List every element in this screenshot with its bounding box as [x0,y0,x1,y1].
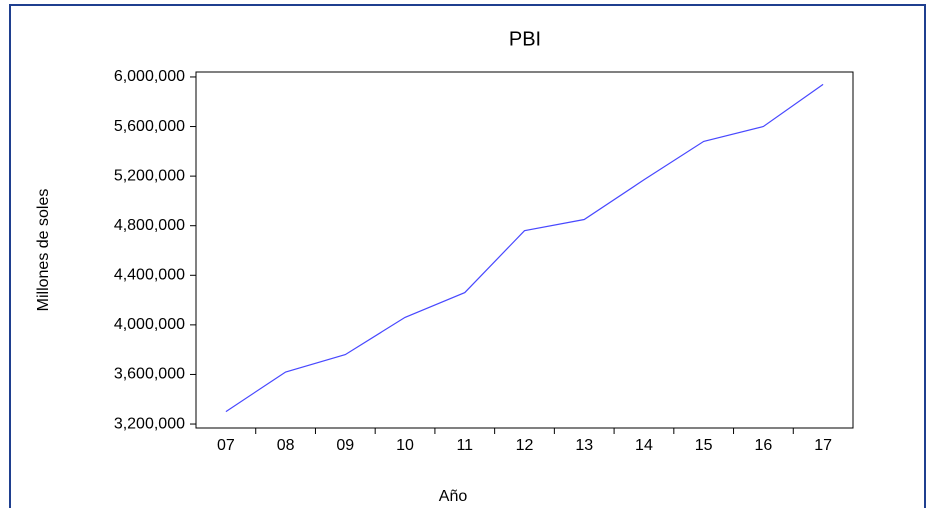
y-tick-label: 3,200,000 [114,415,185,432]
x-tick-label: 14 [635,437,653,454]
x-tick-label: 07 [217,437,235,454]
y-tick-label: 4,800,000 [114,217,185,234]
x-tick-label: 16 [755,437,773,454]
y-tick-label: 5,600,000 [114,118,185,135]
x-tick-label: 12 [516,437,534,454]
y-tick-label: 4,000,000 [114,316,185,333]
plot-area [195,71,854,429]
y-tick-label: 4,400,000 [114,267,185,284]
y-tick-label: 3,600,000 [114,366,185,383]
data-line [225,83,824,413]
x-tick-label: 10 [396,437,414,454]
x-tick-label: 08 [277,437,295,454]
x-tick-label: 13 [575,437,593,454]
x-tick-label: 09 [336,437,354,454]
x-tick-label: 11 [456,437,473,454]
x-tick-label: 15 [695,437,713,454]
chart-title: PBI [509,28,541,50]
y-axis-label: Millones de soles [35,189,52,312]
y-tick-label: 6,000,000 [114,68,185,85]
y-tick-label: 5,200,000 [114,167,185,184]
frame [9,4,926,508]
x-tick-label: 17 [814,437,832,454]
x-axis-label: Año [439,488,468,505]
